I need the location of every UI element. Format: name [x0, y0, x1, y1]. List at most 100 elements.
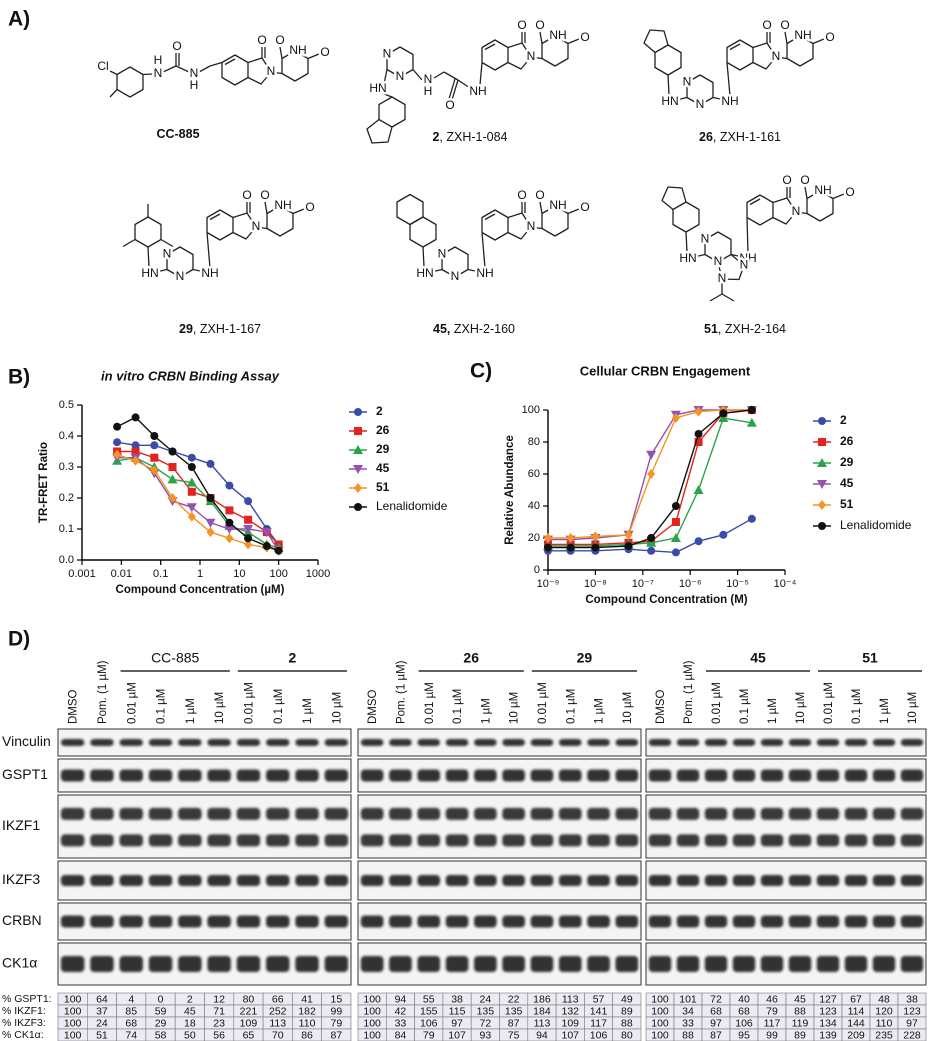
data-point: [168, 463, 177, 471]
band: [360, 915, 384, 928]
band: [558, 956, 582, 972]
data-point: [187, 453, 196, 462]
atom-label: O: [580, 200, 589, 214]
table-value: 235: [875, 1029, 893, 1041]
bond: [709, 293, 723, 302]
x-tick-label: 10⁻⁷: [632, 578, 654, 590]
table-value: 87: [508, 1017, 520, 1029]
band: [900, 807, 924, 820]
table-value: 29: [155, 1017, 167, 1029]
band: [676, 769, 700, 782]
band: [445, 834, 469, 847]
lane-label: DMSO: [68, 689, 80, 724]
band: [324, 915, 349, 928]
blot-bands: [60, 807, 349, 847]
band: [417, 915, 441, 928]
band: [148, 739, 173, 746]
table-value: 97: [906, 1017, 918, 1029]
data-point: [747, 406, 756, 414]
table-value: 106: [420, 1017, 438, 1029]
table-value: 40: [738, 993, 750, 1005]
band: [178, 807, 202, 820]
band: [295, 807, 319, 820]
bond: [155, 268, 168, 273]
x-axis-label: Compound Concentration (M): [585, 594, 747, 606]
band: [704, 875, 728, 886]
group-label: CC-885: [151, 650, 199, 666]
table-value: 41: [301, 993, 313, 1005]
band: [389, 956, 412, 972]
band: [900, 834, 924, 847]
blot-bands: [360, 739, 639, 746]
band: [295, 875, 319, 886]
blot-bands: [360, 807, 639, 847]
band: [615, 769, 639, 782]
table-value: 66: [272, 993, 284, 1005]
band: [615, 834, 639, 847]
band: [615, 807, 639, 820]
band: [760, 739, 784, 746]
band: [295, 834, 319, 847]
band: [207, 769, 231, 782]
atom-label: NH: [469, 84, 486, 98]
band: [360, 956, 384, 972]
data-point: [647, 534, 656, 542]
atom-label: NH: [549, 198, 566, 212]
table-value: 89: [794, 1029, 806, 1041]
atom-label: NH: [721, 94, 738, 108]
atom-label: O: [825, 30, 834, 44]
atom-label: N: [252, 219, 261, 233]
table-value: 97: [710, 1017, 722, 1029]
table-row-label: % GSPT1:: [2, 993, 52, 1005]
lane-label: 10 µM: [795, 692, 807, 724]
lane-label: 10 µM: [509, 692, 521, 724]
table-value: 48: [878, 993, 890, 1005]
band: [148, 875, 173, 886]
table-value: 110: [876, 1017, 893, 1029]
band: [389, 834, 412, 847]
table-value: 72: [710, 993, 722, 1005]
blot-bands: [648, 807, 924, 847]
band: [615, 875, 639, 886]
table-value: 93: [480, 1029, 492, 1041]
table-value: 107: [448, 1029, 466, 1041]
band: [648, 915, 672, 928]
x-tick-label: 10: [233, 568, 245, 580]
band: [502, 915, 525, 928]
table-cell: [612, 1028, 642, 1041]
band: [207, 807, 231, 820]
lane-label: DMSO: [655, 689, 667, 724]
group-label: 51: [862, 650, 878, 666]
band: [266, 834, 290, 847]
data-point: [566, 543, 575, 552]
band: [558, 834, 582, 847]
band: [60, 915, 85, 928]
band: [558, 769, 582, 782]
bond: [712, 96, 726, 101]
atom-label: N: [424, 72, 433, 86]
atom-label: O: [845, 185, 854, 199]
data-point: [244, 515, 253, 524]
caption-code: ZXH-2-160: [450, 322, 515, 336]
lane-label: 0.01 µM: [537, 682, 549, 724]
band: [474, 769, 497, 782]
band: [178, 834, 202, 847]
series-line: [116, 416, 279, 552]
atom-label: O: [782, 173, 791, 187]
band: [119, 739, 143, 746]
bond: [209, 213, 221, 221]
legend-marker: [818, 522, 826, 530]
data-point: [262, 542, 271, 551]
atom-label: O: [260, 188, 269, 202]
bond: [142, 73, 154, 76]
table-row-label: % IKZF3:: [2, 1017, 46, 1029]
table-value: 155: [420, 1005, 438, 1017]
bond: [661, 186, 687, 211]
bond: [804, 186, 808, 199]
table-value: 100: [363, 993, 381, 1005]
table-value: 65: [243, 1029, 255, 1041]
atom-label: N: [718, 271, 727, 285]
table-value: 117: [590, 1017, 607, 1029]
table-value: 55: [423, 993, 435, 1005]
blot-row-label: CRBN: [2, 912, 42, 928]
